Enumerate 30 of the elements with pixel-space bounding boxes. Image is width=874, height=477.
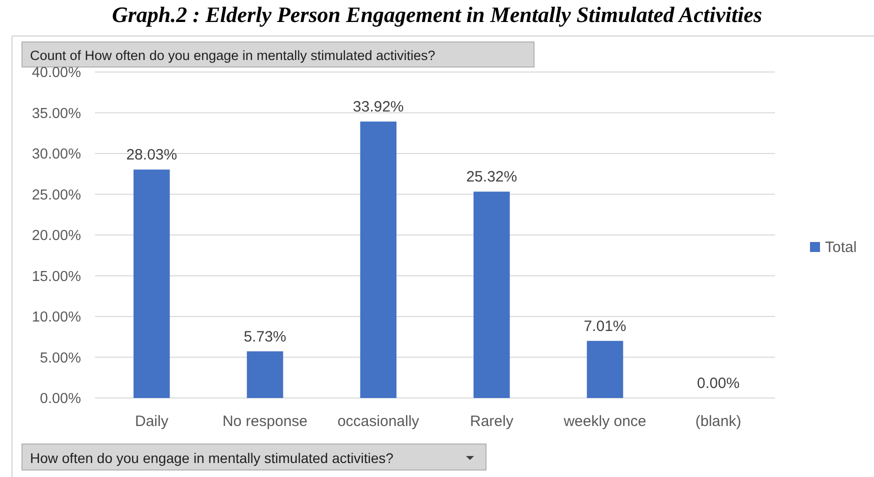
x-tick-label: Daily [134, 413, 169, 430]
y-tick-label: 35.00% [32, 106, 82, 122]
bar [134, 170, 170, 398]
data-label: 28.03% [126, 146, 178, 164]
y-tick-label: 0.00% [40, 391, 82, 407]
x-tick-label: occasionally [337, 413, 420, 430]
y-tick-label: 5.00% [40, 350, 82, 366]
chart-title: Graph.2 : Elderly Person Engagement in Mentally Stimulated Activities [112, 2, 762, 27]
data-label: 5.73% [244, 328, 286, 346]
x-tick-label: Rarely [470, 413, 514, 430]
y-tick-label: 25.00% [32, 187, 82, 204]
y-tick-label: 10.00% [32, 310, 82, 326]
bar [474, 192, 510, 398]
x-axis-title: How often do you engage in mentally stimulated activities? [30, 450, 394, 466]
legend-label: Total [825, 239, 857, 256]
data-label: 0.00% [697, 375, 740, 392]
data-label: 7.01% [584, 318, 626, 335]
bar [360, 122, 396, 398]
y-tick-label: 15.00% [32, 268, 82, 285]
data-label: 25.32% [466, 168, 518, 186]
bar [246, 351, 284, 398]
x-tick-label: No response [222, 413, 308, 430]
bar [586, 340, 624, 398]
y-tick-label: 20.00% [32, 228, 82, 244]
data-label: 33.92% [352, 98, 404, 116]
chart-subtitle: Count of How often do you engage in mentally stimulated activities? [30, 48, 436, 63]
x-tick-label: (blank) [695, 413, 742, 430]
y-tick-label: 30.00% [32, 146, 82, 162]
y-tick-label: 40.00% [32, 65, 82, 81]
x-tick-label: weekly once [562, 413, 646, 430]
